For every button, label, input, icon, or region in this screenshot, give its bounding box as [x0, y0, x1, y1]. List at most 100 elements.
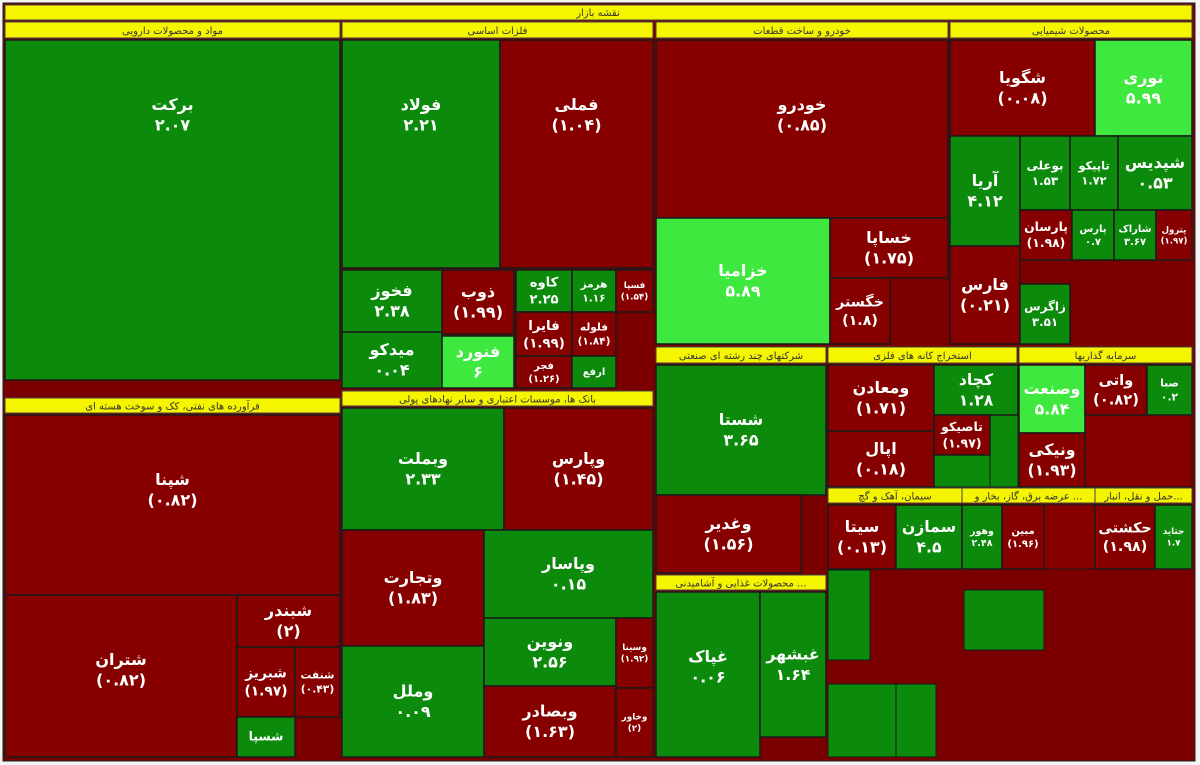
stock-tile — [961, 504, 1003, 570]
stock-tile — [949, 245, 1021, 345]
stock-name: ونیکی — [1028, 440, 1075, 459]
stock-tile — [1094, 504, 1156, 570]
stock-change: (۱.۹۸) — [1027, 236, 1066, 250]
stock-name: فایرا — [528, 319, 560, 334]
stock-name: وپاسار — [541, 554, 595, 574]
stock-change: (۱.۹۲) — [621, 655, 649, 665]
stock-change: ۱.۶۴ — [776, 665, 811, 684]
stock-name: صبا — [1160, 377, 1179, 390]
stock-tile — [949, 39, 1096, 137]
stock-change: ۲.۵۶ — [532, 653, 567, 672]
stock-change: ۱.۷ — [1166, 539, 1181, 549]
stock-name: ذوب — [461, 282, 495, 301]
stock-name: بوعلی — [1027, 158, 1064, 173]
stock-name: واتی — [1099, 372, 1134, 389]
stock-change: ۲.۲۵ — [530, 293, 559, 308]
stock-change: ۵.۹۹ — [1126, 89, 1162, 108]
stock-tile — [1069, 135, 1119, 211]
stock-tile — [1117, 135, 1193, 211]
stock-tile — [1154, 504, 1193, 570]
stock-change: (۱.۸۳) — [388, 589, 438, 608]
stock-change: (۱.۴۵) — [554, 470, 604, 489]
stock-name: نوری — [1124, 68, 1164, 87]
stock-tile — [827, 430, 935, 488]
filler-cell — [827, 569, 871, 661]
stock-name: شگویا — [999, 68, 1046, 87]
stock-tile — [933, 364, 1019, 416]
stock-tile — [933, 414, 991, 456]
stock-change: ۳.۶۵ — [723, 431, 759, 450]
stock-name: پارس — [1079, 224, 1106, 235]
stock-name: فخوز — [370, 281, 412, 300]
stock-name: هرمز — [580, 279, 608, 291]
stock-name: شتران — [95, 650, 146, 669]
stock-tile — [571, 269, 617, 313]
stock-change: ۲.۲۱ — [403, 116, 438, 135]
stock-tile — [515, 355, 573, 389]
stock-change: (۱.۰۴) — [552, 116, 602, 135]
stock-tile — [571, 355, 617, 389]
stock-tile — [1146, 364, 1193, 416]
stock-change: (۰.۸۲) — [1093, 391, 1139, 408]
sector-header — [949, 21, 1193, 39]
stock-change: ۰.۰۹ — [395, 702, 431, 721]
stock-name: شپنا — [155, 470, 190, 490]
stock-name: میدکو — [368, 340, 414, 359]
stock-tile — [655, 591, 761, 758]
stock-name: شستا — [719, 410, 764, 429]
stock-change: ۵.۸۴ — [1035, 400, 1070, 419]
sector-name: عرضه برق، گاز، بخار و ... — [974, 491, 1083, 503]
stock-tile — [895, 504, 963, 570]
stock-change: (۰.۱۸) — [856, 460, 906, 479]
stock-change: ۱.۷۲ — [1081, 174, 1106, 188]
stock-change: ۴.۵ — [916, 538, 942, 557]
stock-tile — [499, 39, 654, 269]
stock-change: ۰.۷ — [1085, 237, 1101, 248]
stock-change: (۱.۹۸) — [1103, 539, 1148, 555]
stock-tile — [441, 335, 515, 389]
stock-change: ۴.۱۲ — [967, 192, 1003, 211]
stock-change: ۱.۱۶ — [582, 292, 605, 304]
sector-name: فرآورده های نفتی، کک و سوخت هسته ای — [85, 400, 260, 413]
sector-header — [655, 346, 827, 364]
sector-name: محصولات شیمیایی — [1032, 26, 1110, 37]
sector-name: خودرو و ساخت قطعات — [753, 26, 851, 37]
stock-name: برکت — [151, 95, 193, 114]
sector-name: بانک ها، موسسات اعتباری و سایر نهادهای پ… — [399, 395, 596, 406]
sector-name: شرکتهای چند رشته ای صنعتی — [679, 351, 803, 362]
stock-change: (۱.۹۷) — [942, 435, 981, 450]
stock-name: وخاور — [621, 713, 648, 723]
stock-change: (۰.۲۱) — [960, 296, 1010, 315]
map-title: نقشه بازار — [575, 8, 620, 19]
sector-name: مواد و محصولات دارویی — [122, 26, 223, 37]
stock-name: شبندر — [264, 601, 312, 620]
stock-change: ۵.۸۹ — [725, 282, 761, 301]
stock-name: حتاید — [1163, 527, 1185, 537]
stock-change: (۱.۷۱) — [856, 399, 906, 418]
stock-change: (۲) — [628, 724, 641, 734]
filler-cell — [827, 683, 897, 758]
title-bar — [4, 4, 1193, 21]
stock-tile — [655, 494, 802, 574]
stock-name: اپال — [865, 439, 896, 459]
stock-name: وتجارت — [384, 568, 443, 587]
stock-change: ۲.۳۸ — [374, 302, 410, 321]
stock-name: خزامیا — [718, 261, 767, 280]
stock-tile — [655, 364, 827, 496]
stock-change: ۱.۵۳ — [1032, 174, 1059, 188]
stock-change: (۱.۵۶) — [704, 535, 754, 554]
stock-name: سیتا — [845, 517, 880, 536]
sector-header — [827, 346, 1018, 364]
stock-change: (۱.۵۴) — [621, 293, 649, 303]
stock-tile — [1019, 135, 1071, 211]
stock-name: فجر — [533, 361, 554, 372]
stock-change: ۲.۴۸ — [971, 538, 992, 549]
stock-name: وسینا — [622, 643, 647, 653]
stock-name: وهور — [969, 526, 994, 537]
stock-name: پارسان — [1024, 220, 1068, 234]
stock-name: خساپا — [866, 228, 912, 248]
stock-tile — [341, 331, 443, 389]
stock-change: ۳.۵۱ — [1032, 315, 1058, 329]
stock-name: ونوین — [527, 632, 573, 651]
